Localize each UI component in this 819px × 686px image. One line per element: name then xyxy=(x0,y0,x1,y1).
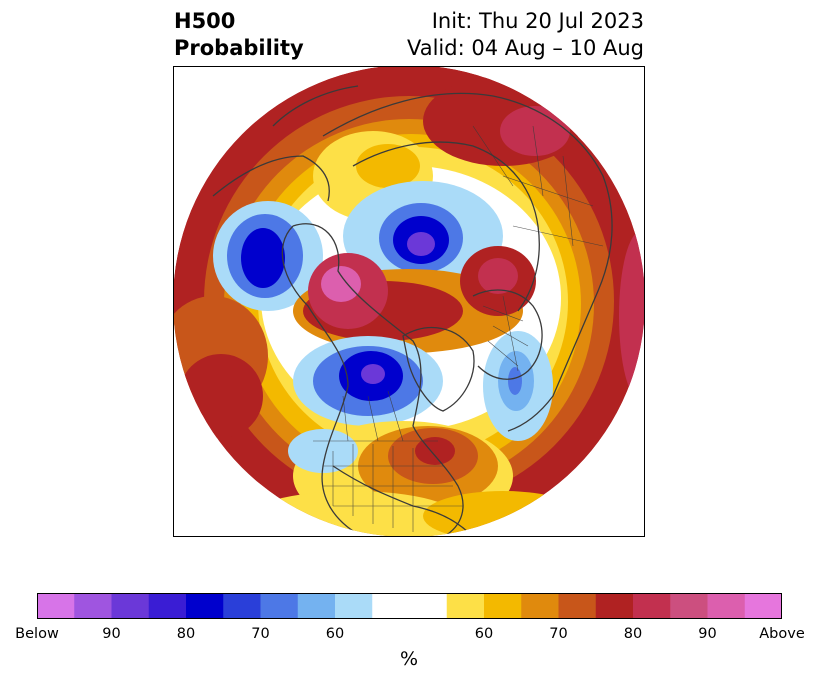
colorbar-bin xyxy=(148,593,187,619)
colorbar-outline xyxy=(37,593,782,619)
field-arctic-gold xyxy=(356,144,420,188)
colorbar-bin xyxy=(744,593,782,619)
colorbar-bin xyxy=(446,593,485,619)
colorbar-bin xyxy=(335,593,373,619)
tick-label: 80 xyxy=(176,626,196,642)
border-canada-provinces xyxy=(342,390,404,442)
tick-label: 60 xyxy=(474,626,494,642)
colorbar-bin xyxy=(74,593,112,619)
field-top-rose xyxy=(500,106,570,156)
colorbar-bin xyxy=(707,593,746,619)
border-asia-a xyxy=(472,125,604,247)
coast-north-america xyxy=(281,223,464,537)
border-us-states-b xyxy=(323,465,463,507)
colorbar-bin xyxy=(297,593,336,619)
tick-label: 90 xyxy=(102,626,121,642)
colorbar-unit-label: % xyxy=(399,648,419,670)
coast-asia-east xyxy=(212,85,359,202)
variable-label: H500 xyxy=(174,9,236,33)
colorbar-bin xyxy=(37,593,75,619)
field-polar-low-core xyxy=(407,232,435,256)
colorbar-bin xyxy=(670,593,708,619)
product-label: Probability xyxy=(174,36,304,60)
colorbar-ticks: Below 90 80 70 60 60 70 80 90 Above xyxy=(0,626,819,646)
field-right-rose xyxy=(619,231,645,401)
colorbar-bin xyxy=(372,593,410,619)
tick-label: Below xyxy=(15,626,59,642)
colorbar xyxy=(37,593,782,619)
colorbar-bin xyxy=(186,593,224,619)
tick-label: 90 xyxy=(698,626,717,642)
border-europe-a xyxy=(482,295,529,372)
field-east-high-rose xyxy=(478,258,518,294)
field-ridge-pink xyxy=(321,266,361,302)
coast-greenland xyxy=(402,326,475,412)
border-us-states-a xyxy=(332,444,414,532)
colorbar-bins xyxy=(37,593,782,619)
field-canada-low-core xyxy=(361,364,385,384)
chart-title-left: H500 Probability xyxy=(174,8,304,62)
borders xyxy=(313,125,604,532)
colorbar-bin xyxy=(484,593,522,619)
coast-eurasia xyxy=(322,92,613,432)
tick-label: 60 xyxy=(325,626,345,642)
tick-label: 70 xyxy=(549,626,568,642)
field-pacific-low-core xyxy=(241,228,285,288)
field-west-us-blue xyxy=(288,429,358,473)
tick-label: 80 xyxy=(623,626,643,642)
map-border xyxy=(173,66,645,537)
colorbar-bin xyxy=(409,593,448,619)
colorbar-bin xyxy=(223,593,261,619)
colorbar-bin xyxy=(111,593,150,619)
colorbar-bin xyxy=(633,593,671,619)
field-atlantic-low-core xyxy=(508,367,522,395)
coastlines xyxy=(212,85,613,537)
tick-label: 70 xyxy=(251,626,270,642)
polar-map xyxy=(173,66,645,537)
init-date-label: Init: Thu 20 Jul 2023 xyxy=(431,9,644,33)
colorbar-bin xyxy=(595,593,634,619)
colorbar-bin xyxy=(521,593,559,619)
chart-title-right: Init: Thu 20 Jul 2023 Valid: 04 Aug – 10… xyxy=(407,8,644,62)
valid-range-label: Valid: 04 Aug – 10 Aug xyxy=(406,36,644,60)
coast-europe xyxy=(472,289,543,380)
tick-label: Above xyxy=(759,626,805,642)
colorbar-bin xyxy=(558,593,597,619)
colorbar-bin xyxy=(260,593,299,619)
